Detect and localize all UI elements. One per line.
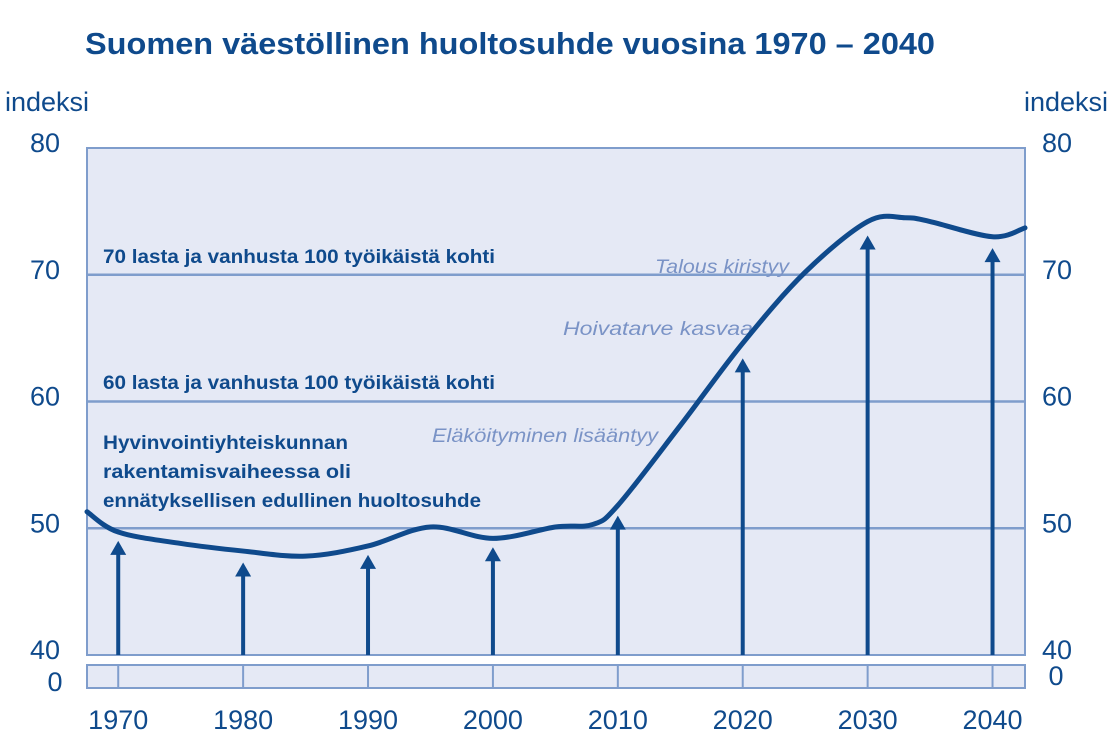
reference-label: 60 lasta ja vanhusta 100 työikäistä koht… <box>103 373 495 394</box>
arrow <box>859 235 876 655</box>
note-line: rakentamisvaiheessa oli <box>103 462 351 483</box>
x-tick-label: 2040 <box>962 705 1022 735</box>
data-line <box>84 213 1028 559</box>
y2-axis-label: indeksi <box>1024 87 1108 117</box>
y2-break-tick-label: 0 <box>1048 661 1063 691</box>
arrow <box>734 358 751 655</box>
italic-label: Eläköityminen lisääntyy <box>432 426 660 447</box>
arrow <box>235 562 252 655</box>
y2-tick-label: 50 <box>1042 508 1072 538</box>
x-tick-label: 2020 <box>713 705 773 735</box>
x-tick-label: 2010 <box>588 705 648 735</box>
note-line: Hyvinvointiyhteiskunnan <box>103 433 348 454</box>
reference-label: 70 lasta ja vanhusta 100 työikäistä koht… <box>103 247 495 268</box>
y2-tick-label: 40 <box>1042 635 1072 665</box>
y-tick-label: 80 <box>30 128 60 158</box>
x-tick-label: 1980 <box>213 705 273 735</box>
axis-break-strip <box>86 664 1026 689</box>
x-tick-label: 2030 <box>838 705 898 735</box>
note-line: ennätyksellisen edullinen huoltosuhde <box>103 491 481 512</box>
italic-label: Hoivatarve kasvaa <box>563 319 753 340</box>
y-break-tick-label: 0 <box>47 667 62 697</box>
y-tick-label: 60 <box>30 382 60 412</box>
chart-title: Suomen väestöllinen huoltosuhde vuosina … <box>85 26 935 61</box>
y-tick-label: 50 <box>30 508 60 538</box>
arrow <box>609 515 626 655</box>
y-tick-label: 40 <box>30 635 60 665</box>
y-axis-label: indeksi <box>5 87 89 117</box>
arrow <box>984 248 1001 655</box>
arrow <box>110 540 127 655</box>
arrow <box>484 547 501 655</box>
y2-tick-label: 60 <box>1042 382 1072 412</box>
arrow <box>360 554 377 655</box>
x-tick-label: 1970 <box>88 705 148 735</box>
x-tick-label: 1990 <box>338 705 398 735</box>
y-tick-label: 70 <box>30 255 60 285</box>
y2-tick-label: 70 <box>1042 255 1072 285</box>
italic-label: Talous kiristyy <box>655 257 791 278</box>
y2-tick-label: 80 <box>1042 128 1072 158</box>
x-tick-label: 2000 <box>463 705 523 735</box>
